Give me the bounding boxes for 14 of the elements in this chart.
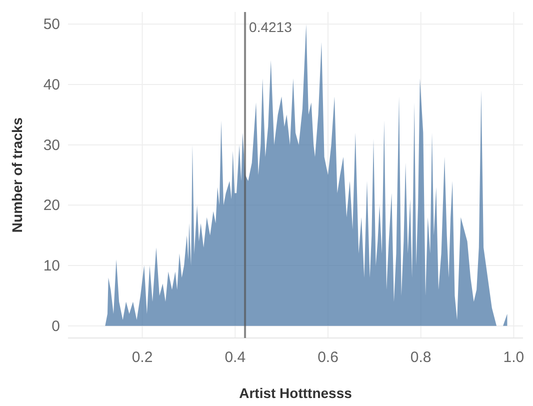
- y-tick-label: 20: [43, 197, 60, 214]
- y-axis-title: Number of tracks: [9, 117, 25, 233]
- y-tick-label: 40: [43, 76, 60, 94]
- ref-line-label: 0.4213: [249, 19, 292, 35]
- x-tick-label: 0.4: [224, 349, 246, 366]
- y-tick-label: 50: [43, 16, 60, 34]
- x-tick-label: 1.0: [503, 349, 524, 366]
- y-tick-label: 0: [52, 318, 60, 335]
- y-tick-label: 30: [43, 136, 60, 154]
- x-tick-label: 0.6: [318, 349, 338, 366]
- x-tick-label: 0.2: [132, 349, 153, 366]
- y-tick-label: 10: [43, 258, 60, 275]
- x-tick-label: 0.8: [410, 349, 432, 366]
- x-axis-title: Artist Hotttnesss: [239, 385, 352, 401]
